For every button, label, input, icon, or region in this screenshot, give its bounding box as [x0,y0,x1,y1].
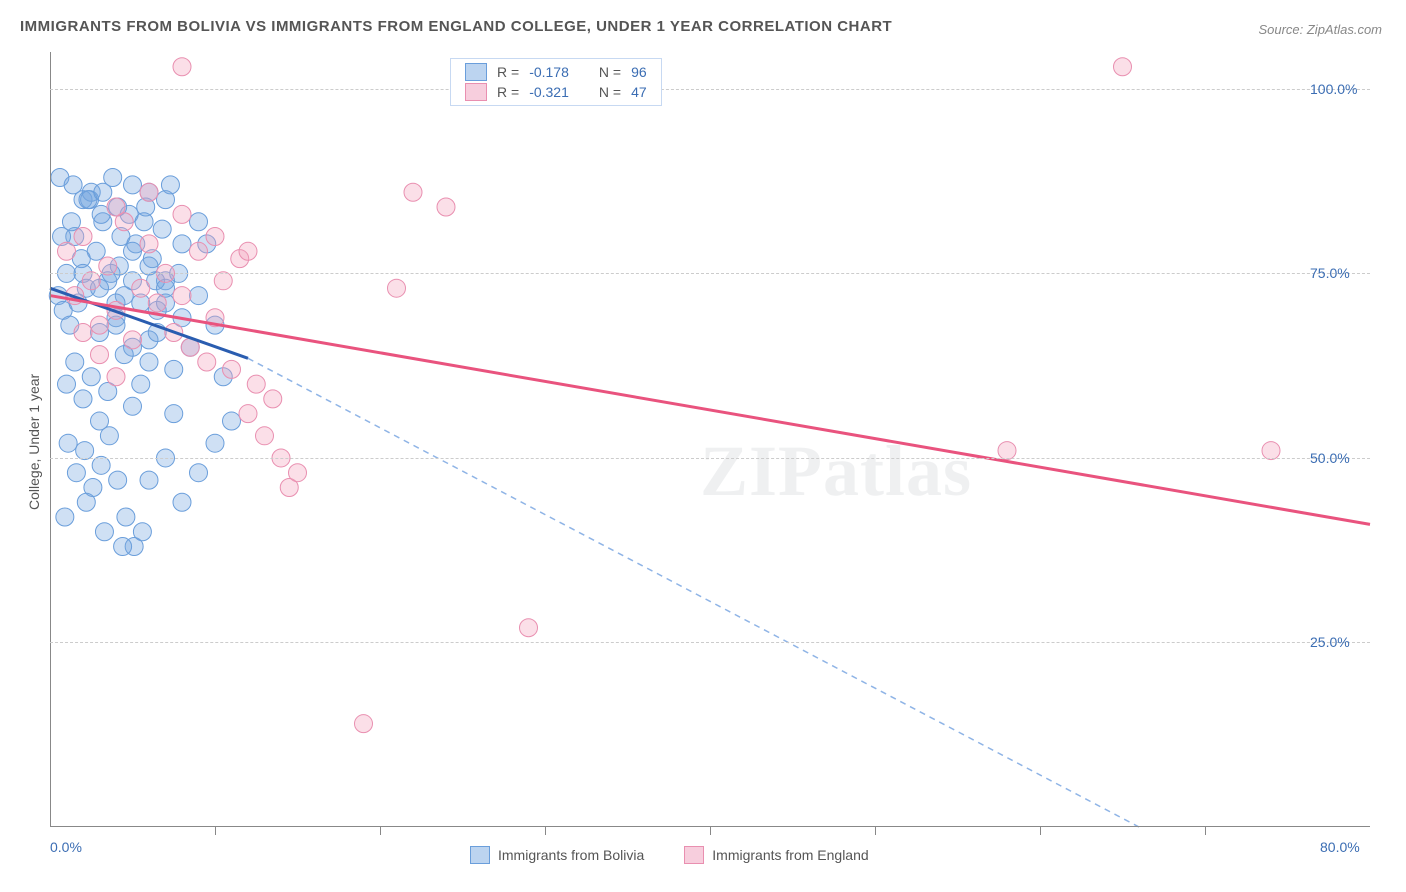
y-tick-label: 75.0% [1310,265,1380,281]
x-axis-max-label: 80.0% [1320,839,1360,855]
legend-item-england: Immigrants from England [684,846,868,864]
chart-title: IMMIGRANTS FROM BOLIVIA VS IMMIGRANTS FR… [20,18,892,35]
n-label: N = [599,64,621,80]
x-axis-min-label: 0.0% [50,839,82,855]
n-label: N = [599,84,621,100]
source-label: Source: ZipAtlas.com [1258,22,1382,37]
england-series-label: Immigrants from England [712,847,868,863]
y-tick-label: 50.0% [1310,450,1380,466]
england-swatch-icon [684,846,704,864]
bolivia-series-label: Immigrants from Bolivia [498,847,644,863]
legend-row-england: R = -0.321 N = 47 [465,83,647,101]
n-value-england: 47 [631,84,647,100]
r-label: R = [497,64,519,80]
bolivia-swatch-icon [470,846,490,864]
correlation-legend: R = -0.178 N = 96 R = -0.321 N = 47 [450,58,662,106]
plot-area: ZIPatlas [50,52,1370,827]
y-tick-label: 100.0% [1310,81,1380,97]
y-tick-label: 25.0% [1310,634,1380,650]
n-value-bolivia: 96 [631,64,647,80]
england-swatch [465,83,487,101]
r-value-bolivia: -0.178 [529,64,569,80]
legend-item-bolivia: Immigrants from Bolivia [470,846,644,864]
r-label: R = [497,84,519,100]
series-legend: Immigrants from Bolivia Immigrants from … [470,846,869,864]
y-axis-title: College, Under 1 year [26,373,42,509]
bolivia-swatch [465,63,487,81]
legend-row-bolivia: R = -0.178 N = 96 [465,63,647,81]
r-value-england: -0.321 [529,84,569,100]
chart-svg [50,52,1370,827]
